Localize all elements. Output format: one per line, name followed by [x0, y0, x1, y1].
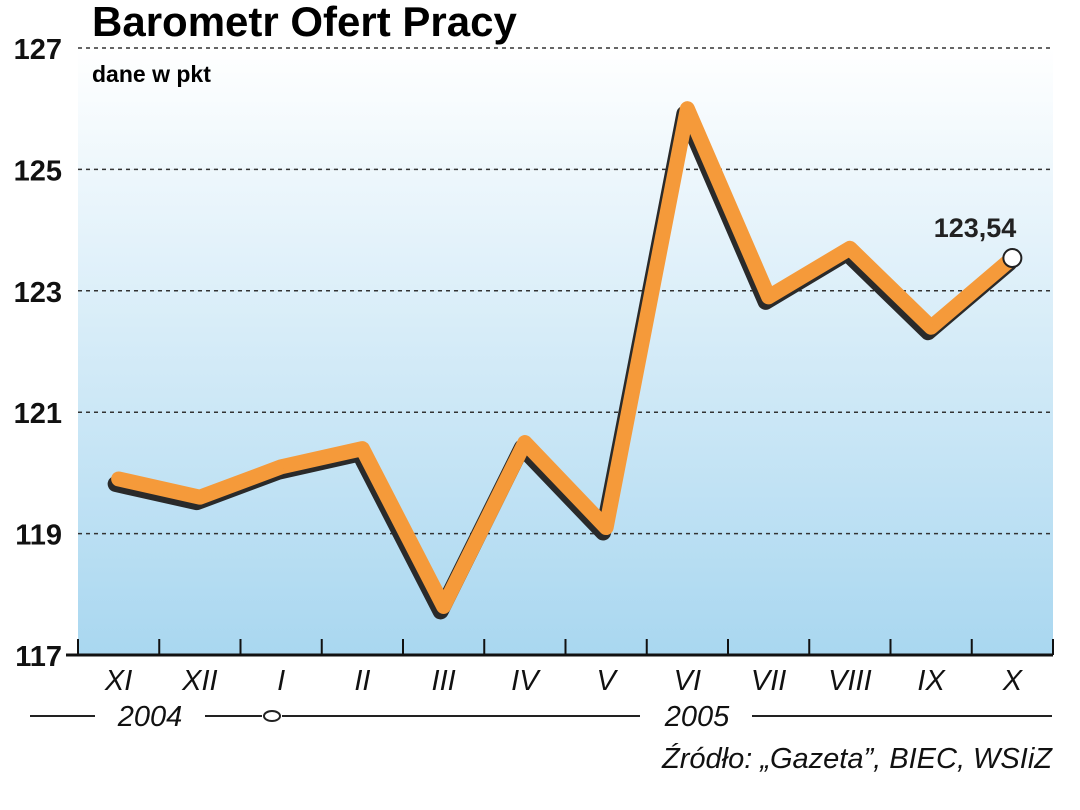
- x-tick-label: VI: [674, 665, 701, 697]
- x-tick-label: XII: [181, 665, 217, 697]
- year-label-2004: 2004: [117, 701, 183, 733]
- x-tick-label: II: [354, 665, 370, 697]
- y-tick-label: 125: [14, 155, 62, 187]
- year-label-2005: 2005: [664, 701, 730, 733]
- x-tick-label: I: [277, 665, 285, 697]
- x-tick-label: III: [432, 665, 456, 697]
- data-point: [359, 445, 366, 452]
- series-line: [107, 101, 1023, 620]
- year-divider-marker: [263, 710, 281, 722]
- data-point: [846, 245, 853, 252]
- x-tick-label: IV: [511, 665, 541, 697]
- y-tick-label: 121: [14, 398, 62, 430]
- y-tick-label: 119: [15, 520, 62, 552]
- last-value-label: 123,54: [934, 213, 1017, 243]
- x-tick-label: IX: [917, 665, 946, 697]
- category-labels: XI XII I II III IV V VI VII VIII IX X: [104, 665, 1024, 697]
- source-note: Źródło: „Gazeta”, BIEC, WSIiZ: [661, 742, 1053, 775]
- data-point: [928, 324, 935, 331]
- chart-subtitle: dane w pkt: [92, 61, 211, 87]
- data-point: [278, 463, 285, 470]
- y-tick-label: 127: [14, 34, 62, 66]
- x-tick-label: VIII: [828, 665, 872, 697]
- x-tick-label: XI: [104, 665, 132, 697]
- plot-background: [78, 48, 1053, 655]
- x-tick-label: X: [1002, 665, 1024, 697]
- data-point: [440, 603, 447, 610]
- x-tick-label: V: [596, 665, 618, 697]
- grid: [66, 47, 1053, 657]
- year-axis: 2004 2005: [30, 701, 1052, 733]
- last-value-marker: [1002, 248, 1023, 269]
- data-point: [196, 494, 203, 501]
- data-point: [521, 439, 528, 446]
- y-tick-label: 123: [14, 277, 62, 309]
- data-point: [765, 293, 772, 300]
- x-tick-label: VII: [751, 665, 786, 697]
- data-point: [684, 105, 691, 112]
- data-point: [603, 524, 610, 531]
- series-line: [111, 101, 1020, 614]
- data-point: [115, 475, 122, 482]
- x-axis-ticks: [77, 639, 1054, 655]
- chart-title: Barometr Ofert Pracy: [92, 0, 517, 45]
- y-axis: 117 119 121 123 125 127: [14, 34, 62, 673]
- y-tick-label: 117: [15, 641, 62, 673]
